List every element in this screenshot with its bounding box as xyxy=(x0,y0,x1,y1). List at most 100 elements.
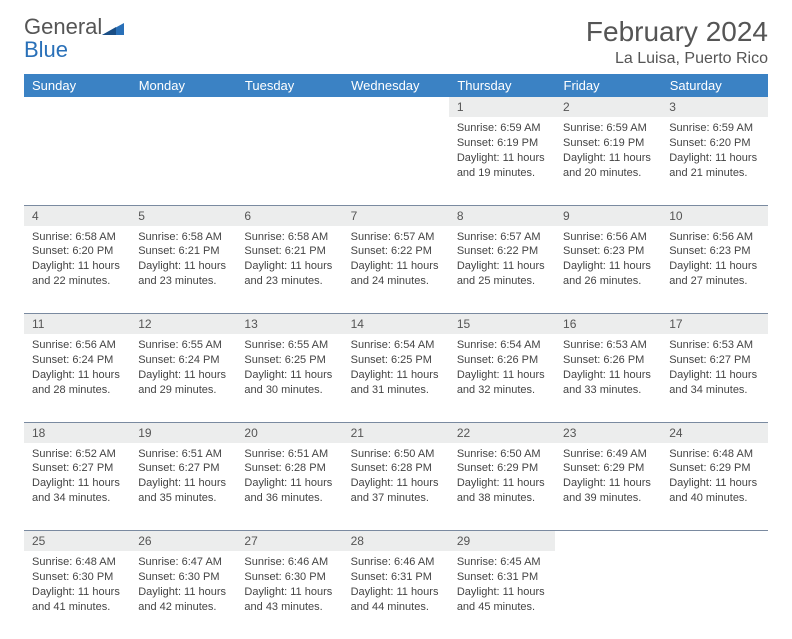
day-cell: Sunrise: 6:58 AMSunset: 6:21 PMDaylight:… xyxy=(130,226,236,314)
daylight-text: Daylight: 11 hours and 36 minutes. xyxy=(244,476,334,506)
day-content: Sunrise: 6:54 AMSunset: 6:25 PMDaylight:… xyxy=(343,334,449,405)
day-number-cell: 14 xyxy=(343,314,449,335)
week-content-row: Sunrise: 6:58 AMSunset: 6:20 PMDaylight:… xyxy=(24,226,768,314)
daylight-text: Daylight: 11 hours and 29 minutes. xyxy=(138,368,228,398)
daylight-text: Daylight: 11 hours and 19 minutes. xyxy=(457,151,547,181)
day-content: Sunrise: 6:56 AMSunset: 6:23 PMDaylight:… xyxy=(555,226,661,297)
day-number-cell xyxy=(24,97,130,117)
daylight-text: Daylight: 11 hours and 27 minutes. xyxy=(669,259,759,289)
day-cell: Sunrise: 6:53 AMSunset: 6:26 PMDaylight:… xyxy=(555,334,661,422)
sunset-text: Sunset: 6:29 PM xyxy=(669,461,759,476)
daylight-text: Daylight: 11 hours and 30 minutes. xyxy=(244,368,334,398)
sunrise-text: Sunrise: 6:58 AM xyxy=(244,230,334,245)
day-number-cell: 2 xyxy=(555,97,661,117)
daylight-text: Daylight: 11 hours and 33 minutes. xyxy=(563,368,653,398)
sunset-text: Sunset: 6:26 PM xyxy=(563,353,653,368)
day-cell xyxy=(555,551,661,639)
day-content: Sunrise: 6:50 AMSunset: 6:28 PMDaylight:… xyxy=(343,443,449,514)
sunset-text: Sunset: 6:22 PM xyxy=(457,244,547,259)
day-number-cell: 8 xyxy=(449,205,555,226)
week-content-row: Sunrise: 6:59 AMSunset: 6:19 PMDaylight:… xyxy=(24,117,768,205)
week-number-row: 18192021222324 xyxy=(24,422,768,443)
day-cell: Sunrise: 6:46 AMSunset: 6:30 PMDaylight:… xyxy=(236,551,342,639)
day-number-cell: 11 xyxy=(24,314,130,335)
day-cell xyxy=(236,117,342,205)
day-content: Sunrise: 6:59 AMSunset: 6:20 PMDaylight:… xyxy=(661,117,767,188)
sunset-text: Sunset: 6:21 PM xyxy=(244,244,334,259)
sunset-text: Sunset: 6:26 PM xyxy=(457,353,547,368)
day-cell: Sunrise: 6:48 AMSunset: 6:30 PMDaylight:… xyxy=(24,551,130,639)
sunrise-text: Sunrise: 6:58 AM xyxy=(32,230,122,245)
day-cell: Sunrise: 6:55 AMSunset: 6:25 PMDaylight:… xyxy=(236,334,342,422)
daylight-text: Daylight: 11 hours and 22 minutes. xyxy=(32,259,122,289)
sunrise-text: Sunrise: 6:54 AM xyxy=(457,338,547,353)
day-cell: Sunrise: 6:49 AMSunset: 6:29 PMDaylight:… xyxy=(555,443,661,531)
sunset-text: Sunset: 6:19 PM xyxy=(563,136,653,151)
sunset-text: Sunset: 6:25 PM xyxy=(351,353,441,368)
sunrise-text: Sunrise: 6:47 AM xyxy=(138,555,228,570)
day-content: Sunrise: 6:51 AMSunset: 6:28 PMDaylight:… xyxy=(236,443,342,514)
sunset-text: Sunset: 6:21 PM xyxy=(138,244,228,259)
day-number-cell xyxy=(343,97,449,117)
week-number-row: 2526272829 xyxy=(24,531,768,552)
location-label: La Luisa, Puerto Rico xyxy=(586,50,768,68)
day-cell xyxy=(24,117,130,205)
daylight-text: Daylight: 11 hours and 26 minutes. xyxy=(563,259,653,289)
day-number-cell: 24 xyxy=(661,422,767,443)
daylight-text: Daylight: 11 hours and 20 minutes. xyxy=(563,151,653,181)
week-content-row: Sunrise: 6:52 AMSunset: 6:27 PMDaylight:… xyxy=(24,443,768,531)
brand-text: General Blue xyxy=(24,16,124,61)
daylight-text: Daylight: 11 hours and 42 minutes. xyxy=(138,585,228,615)
day-content: Sunrise: 6:57 AMSunset: 6:22 PMDaylight:… xyxy=(449,226,555,297)
daylight-text: Daylight: 11 hours and 38 minutes. xyxy=(457,476,547,506)
day-number-cell: 27 xyxy=(236,531,342,552)
daylight-text: Daylight: 11 hours and 34 minutes. xyxy=(32,476,122,506)
day-content: Sunrise: 6:56 AMSunset: 6:24 PMDaylight:… xyxy=(24,334,130,405)
day-number-cell: 23 xyxy=(555,422,661,443)
arrow-icon xyxy=(102,17,124,39)
day-number-cell: 4 xyxy=(24,205,130,226)
day-content: Sunrise: 6:56 AMSunset: 6:23 PMDaylight:… xyxy=(661,226,767,297)
brand-logo: General Blue xyxy=(24,16,124,61)
day-cell: Sunrise: 6:53 AMSunset: 6:27 PMDaylight:… xyxy=(661,334,767,422)
day-content: Sunrise: 6:48 AMSunset: 6:29 PMDaylight:… xyxy=(661,443,767,514)
day-content: Sunrise: 6:49 AMSunset: 6:29 PMDaylight:… xyxy=(555,443,661,514)
day-cell xyxy=(130,117,236,205)
day-cell: Sunrise: 6:51 AMSunset: 6:27 PMDaylight:… xyxy=(130,443,236,531)
day-content: Sunrise: 6:55 AMSunset: 6:24 PMDaylight:… xyxy=(130,334,236,405)
sunrise-text: Sunrise: 6:56 AM xyxy=(669,230,759,245)
day-number-cell xyxy=(555,531,661,552)
day-content: Sunrise: 6:51 AMSunset: 6:27 PMDaylight:… xyxy=(130,443,236,514)
daylight-text: Daylight: 11 hours and 45 minutes. xyxy=(457,585,547,615)
daylight-text: Daylight: 11 hours and 24 minutes. xyxy=(351,259,441,289)
day-content: Sunrise: 6:59 AMSunset: 6:19 PMDaylight:… xyxy=(555,117,661,188)
sunset-text: Sunset: 6:27 PM xyxy=(32,461,122,476)
day-content: Sunrise: 6:52 AMSunset: 6:27 PMDaylight:… xyxy=(24,443,130,514)
sunset-text: Sunset: 6:20 PM xyxy=(32,244,122,259)
day-content: Sunrise: 6:53 AMSunset: 6:27 PMDaylight:… xyxy=(661,334,767,405)
day-content: Sunrise: 6:54 AMSunset: 6:26 PMDaylight:… xyxy=(449,334,555,405)
sunset-text: Sunset: 6:29 PM xyxy=(563,461,653,476)
sunrise-text: Sunrise: 6:48 AM xyxy=(32,555,122,570)
day-content: Sunrise: 6:50 AMSunset: 6:29 PMDaylight:… xyxy=(449,443,555,514)
daylight-text: Daylight: 11 hours and 39 minutes. xyxy=(563,476,653,506)
week-number-row: 11121314151617 xyxy=(24,314,768,335)
sunset-text: Sunset: 6:30 PM xyxy=(244,570,334,585)
day-cell: Sunrise: 6:58 AMSunset: 6:21 PMDaylight:… xyxy=(236,226,342,314)
day-header: Wednesday xyxy=(343,74,449,97)
sunset-text: Sunset: 6:24 PM xyxy=(138,353,228,368)
sunset-text: Sunset: 6:23 PM xyxy=(669,244,759,259)
sunrise-text: Sunrise: 6:46 AM xyxy=(351,555,441,570)
day-number-cell: 16 xyxy=(555,314,661,335)
day-number-cell: 18 xyxy=(24,422,130,443)
day-number-cell: 10 xyxy=(661,205,767,226)
sunset-text: Sunset: 6:31 PM xyxy=(457,570,547,585)
daylight-text: Daylight: 11 hours and 23 minutes. xyxy=(138,259,228,289)
day-header: Sunday xyxy=(24,74,130,97)
day-cell xyxy=(343,117,449,205)
daylight-text: Daylight: 11 hours and 25 minutes. xyxy=(457,259,547,289)
brand-name-2: Blue xyxy=(24,37,68,62)
sunrise-text: Sunrise: 6:51 AM xyxy=(244,447,334,462)
day-number-cell: 20 xyxy=(236,422,342,443)
daylight-text: Daylight: 11 hours and 28 minutes. xyxy=(32,368,122,398)
